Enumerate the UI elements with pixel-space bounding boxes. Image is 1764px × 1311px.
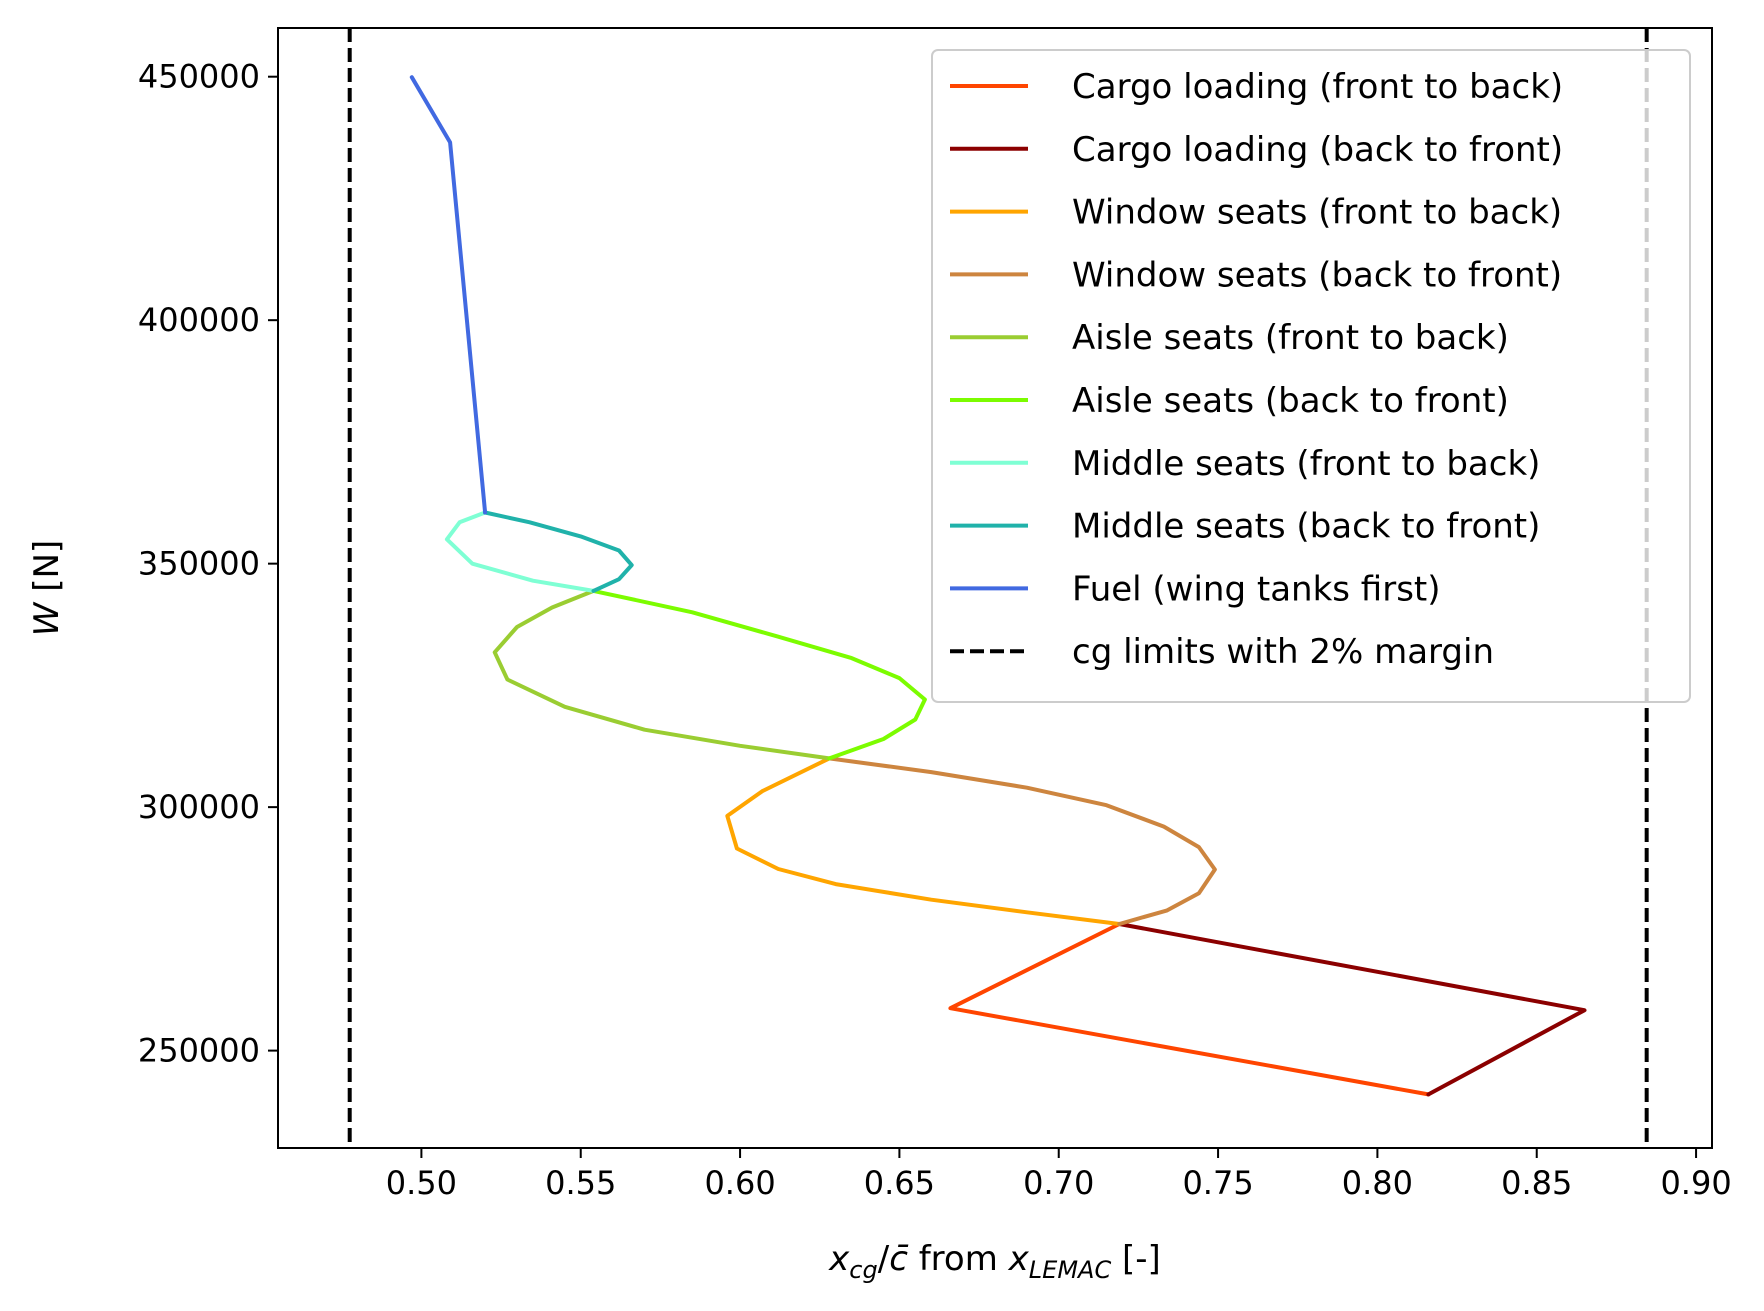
series-line-8 xyxy=(409,75,488,515)
legend-label-7: Middle seats (back to front) xyxy=(1072,507,1540,547)
y-axis-label: W [N] xyxy=(27,540,67,636)
x-axis-ticks: 0.50 0.55 0.60 0.65 0.70 0.75 0.80 0.85 0.90 xyxy=(386,1148,1732,1202)
y-tick-label: 300000 xyxy=(138,788,260,826)
legend-label-3: Window seats (back to front) xyxy=(1072,255,1562,295)
x-tick-label: 0.55 xyxy=(545,1164,616,1202)
legend: Cargo loading (front to back) Cargo loadi… xyxy=(931,49,1691,703)
x-tick-label: 0.65 xyxy=(864,1164,935,1202)
x-tick-label: 0.60 xyxy=(704,1164,775,1202)
x-tick-label: 0.85 xyxy=(1501,1164,1572,1202)
y-tick-label: 350000 xyxy=(138,545,260,583)
series-line-4 xyxy=(492,588,832,761)
series-line-1 xyxy=(1117,922,1587,1097)
series-line-0 xyxy=(948,922,1431,1097)
x-tick-label: 0.50 xyxy=(386,1164,457,1202)
series-line-5 xyxy=(591,588,927,761)
series-layer xyxy=(409,75,1587,1097)
y-axis-ticks: 250000 300000 350000 400000 450000 xyxy=(138,58,278,1070)
legend-label-0: Cargo loading (front to back) xyxy=(1072,67,1563,107)
y-tick-label: 450000 xyxy=(138,58,260,96)
x-tick-label: 0.70 xyxy=(1023,1164,1094,1202)
x-tick-label: 0.75 xyxy=(1182,1164,1253,1202)
x-tick-label: 0.90 xyxy=(1660,1164,1731,1202)
legend-label-9: cg limits with 2% margin xyxy=(1072,632,1494,672)
legend-box xyxy=(931,49,1691,703)
series-line-3 xyxy=(827,756,1217,926)
legend-label-1: Cargo loading (back to front) xyxy=(1072,130,1563,170)
legend-label-8: Fuel (wing tanks first) xyxy=(1072,569,1441,609)
x-axis-label: xcg/c̄ from xLEMAC [-] xyxy=(828,1239,1161,1284)
y-tick-label: 250000 xyxy=(138,1032,260,1070)
series-line-2 xyxy=(725,756,1122,926)
legend-label-2: Window seats (front to back) xyxy=(1072,193,1562,233)
legend-label-4: Aisle seats (front to back) xyxy=(1072,318,1509,358)
series-line-7 xyxy=(483,510,634,593)
legend-items: Cargo loading (front to back) Cargo loadi… xyxy=(950,67,1563,672)
y-tick-label: 400000 xyxy=(138,301,260,339)
plot-area-frame xyxy=(277,27,1713,1149)
legend-label-5: Aisle seats (back to front) xyxy=(1072,381,1509,421)
legend-label-6: Middle seats (front to back) xyxy=(1072,444,1540,484)
x-tick-label: 0.80 xyxy=(1342,1164,1413,1202)
series-line-6 xyxy=(444,510,596,593)
